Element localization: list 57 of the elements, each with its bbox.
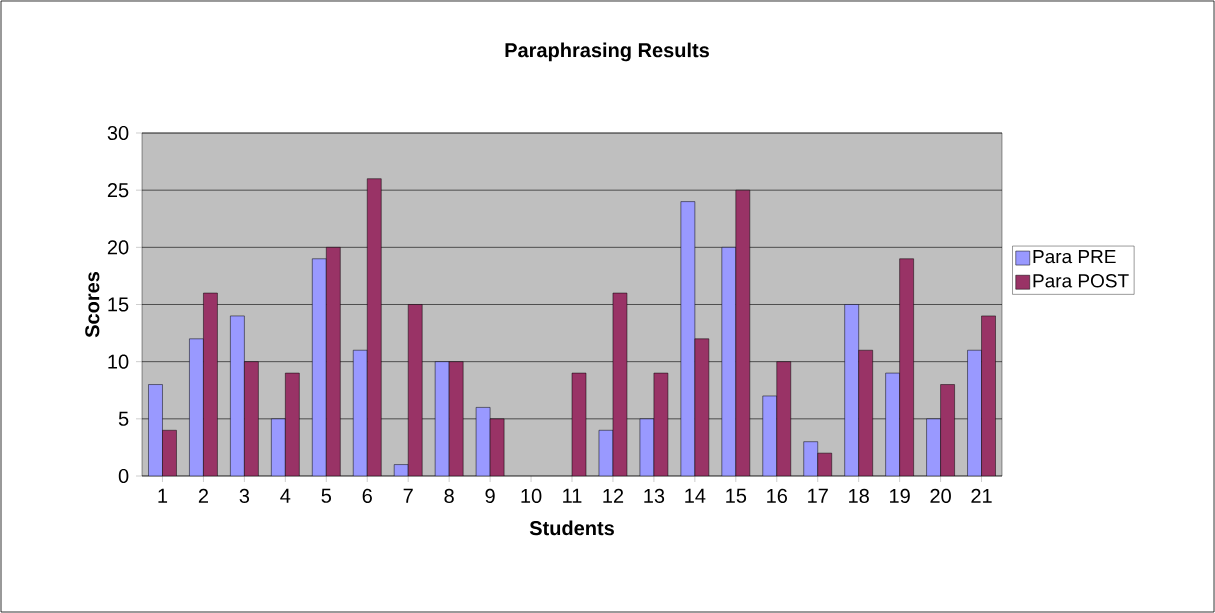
x-tick-label: 16 — [767, 488, 788, 504]
x-tick-label: 20 — [930, 488, 951, 504]
bar — [326, 247, 341, 476]
y-tick-label: 5 — [118, 411, 129, 426]
x-tick-label: 11 — [563, 488, 582, 503]
bar — [762, 395, 778, 476]
x-tick-label: 2 — [198, 488, 208, 503]
x-tick-label: 21 — [971, 488, 992, 503]
x-tick-label: 13 — [644, 488, 665, 504]
x-tick-label: 12 — [603, 488, 624, 503]
bar — [407, 304, 423, 476]
y-tick-label: 10 — [108, 354, 129, 369]
bar — [352, 349, 368, 476]
x-axis-title: Students — [529, 520, 614, 536]
legend-label: Para POST — [1033, 274, 1129, 288]
x-tick-label: 3 — [239, 488, 250, 504]
bar — [312, 258, 327, 476]
bar — [203, 292, 218, 476]
bar — [926, 418, 941, 476]
x-tick-label: 5 — [321, 488, 332, 503]
bar — [899, 258, 914, 476]
legend-label: Para PRE — [1033, 250, 1116, 264]
y-tick-label: 25 — [107, 183, 129, 198]
x-tick-label: 15 — [726, 488, 747, 503]
chart-title: Paraphrasing Results — [505, 42, 709, 62]
x-tick-label: 14 — [685, 488, 706, 503]
x-tick-label: 19 — [890, 488, 910, 504]
x-tick-label: 10 — [521, 488, 542, 504]
bar — [844, 304, 859, 476]
y-axis-title: Scores — [85, 271, 100, 338]
y-tick-label: 20 — [107, 240, 129, 255]
bar — [721, 247, 737, 476]
bar — [981, 315, 996, 476]
y-tick-label: 0 — [118, 468, 129, 484]
x-tick-label: 18 — [849, 488, 869, 504]
x-tick-label: 4 — [280, 488, 291, 503]
x-tick-label: 1 — [158, 488, 168, 503]
bar — [776, 361, 792, 476]
bar — [148, 384, 163, 476]
x-tick-label: 8 — [444, 488, 454, 504]
bar — [230, 315, 245, 476]
bar — [735, 189, 751, 476]
bar — [189, 338, 204, 476]
bar — [244, 361, 259, 476]
bar — [285, 372, 300, 476]
bar — [940, 384, 955, 476]
bar — [967, 349, 982, 476]
x-tick-label: 17 — [808, 488, 828, 503]
bar — [858, 349, 873, 476]
y-tick-label: 15 — [108, 297, 129, 312]
bar — [366, 178, 382, 476]
x-tick-label: 6 — [362, 488, 372, 504]
x-tick-label: 9 — [485, 488, 495, 504]
bar — [271, 418, 286, 476]
y-tick-label: 30 — [107, 125, 129, 141]
bar — [885, 372, 900, 476]
x-tick-label: 7 — [403, 488, 413, 503]
